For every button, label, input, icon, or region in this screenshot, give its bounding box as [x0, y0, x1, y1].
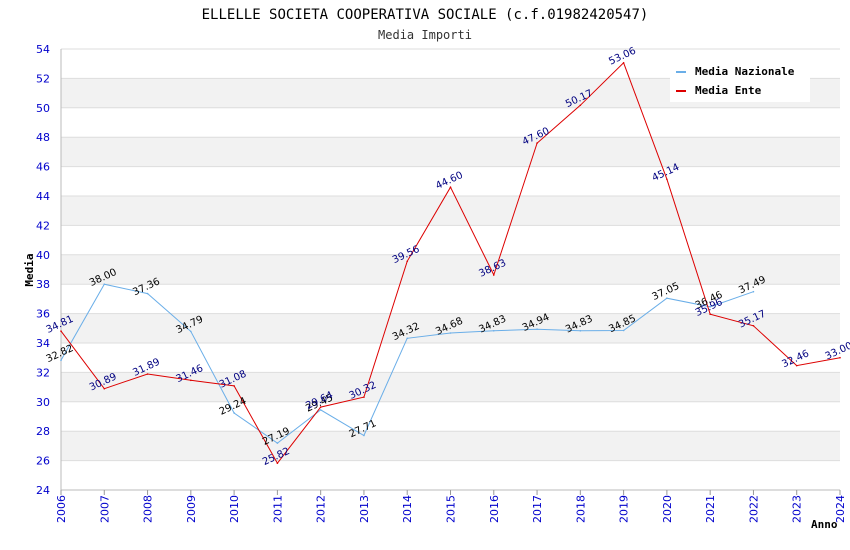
data-point: [839, 356, 841, 359]
data-point: [666, 178, 668, 181]
x-tick-label: 2007: [98, 495, 111, 523]
x-tick-label: 2010: [228, 495, 241, 523]
y-tick-labels: 24 26 28 30 32 34 36 38 40 42 44 46 48 50 52 54: [36, 43, 50, 497]
x-tick-label: 2012: [315, 495, 328, 523]
y-tick-label: 44: [36, 190, 50, 203]
data-point: [666, 297, 668, 299]
data-point: [622, 62, 625, 64]
x-tick-labels: 2006 2007 2008 2009 2010 2011 2012 2013 2014 2015…: [55, 495, 847, 523]
grid-band: [61, 431, 840, 461]
data-point: [709, 306, 711, 308]
data-point: [795, 364, 798, 367]
x-tick-label: 2011: [271, 495, 284, 523]
data-point: [752, 290, 755, 293]
x-tick-label: 2006: [55, 495, 68, 523]
y-tick-label: 50: [36, 102, 50, 115]
x-tick-label: 2013: [358, 495, 371, 523]
y-tick-label: 36: [36, 308, 50, 321]
x-tick-label: 2024: [834, 495, 847, 523]
data-point: [146, 373, 149, 375]
axes: [60, 49, 841, 495]
data-label: 32.46: [780, 348, 811, 370]
chart-title: ELLELLE SOCIETA COOPERATIVA SOCIALE (c.f…: [202, 7, 649, 23]
data-point: [406, 337, 409, 340]
x-tick-label: 2022: [747, 495, 760, 523]
grid-band: [61, 137, 840, 167]
y-tick-label: 46: [36, 161, 50, 174]
grid-band: [61, 254, 840, 285]
legend-label-media-nazionale: Media Nazionale: [695, 65, 795, 78]
y-tick-label: 30: [36, 396, 50, 409]
data-point: [492, 329, 495, 332]
y-tick-label: 48: [36, 131, 50, 144]
data-point: [622, 329, 625, 332]
data-point: [752, 325, 755, 327]
data-point: [709, 313, 711, 315]
x-tick-label: 2015: [445, 495, 458, 523]
x-axis-label: Anno: [811, 518, 838, 531]
y-axis-label: Media: [23, 253, 36, 286]
data-point: [319, 406, 322, 408]
data-point: [579, 104, 582, 107]
data-point: [363, 396, 365, 398]
x-tick-label: 2023: [791, 495, 804, 523]
data-point: [319, 409, 322, 411]
x-tick-label: 2021: [704, 495, 717, 523]
y-tick-label: 24: [36, 484, 50, 497]
data-point: [60, 359, 62, 362]
y-tick-label: 28: [36, 425, 50, 438]
grid-band: [61, 372, 840, 402]
data-point: [406, 260, 409, 263]
data-label: 33.00: [824, 340, 850, 362]
y-tick-label: 34: [36, 337, 50, 350]
data-point: [233, 412, 235, 414]
y-tick-label: 52: [36, 72, 50, 85]
series-line-media-nazionale: [60, 283, 754, 444]
plot-background-bands: [61, 78, 840, 461]
y-tick-label: 38: [36, 278, 50, 291]
chart-subtitle: Media Importi: [378, 28, 472, 42]
data-point: [103, 387, 106, 390]
y-tick-label: 32: [36, 366, 50, 379]
y-tick-label: 26: [36, 455, 50, 468]
data-point: [363, 434, 365, 437]
data-point: [276, 442, 279, 444]
data-point: [190, 379, 192, 382]
data-point: [449, 332, 452, 334]
x-tick-label: 2014: [401, 495, 414, 523]
data-point: [276, 462, 279, 465]
x-tick-label: 2019: [618, 495, 631, 523]
legend-label-media-ente: Media Ente: [695, 84, 762, 97]
data-point: [536, 142, 538, 144]
data-point: [536, 328, 538, 330]
gridlines: [61, 48, 840, 491]
series-lines: [60, 61, 841, 465]
data-point: [449, 186, 452, 188]
x-tick-label: 2018: [574, 495, 587, 523]
data-point: [233, 385, 235, 387]
data-point: [579, 329, 582, 332]
x-tick-label: 2017: [531, 495, 544, 523]
legend-box: [670, 62, 810, 102]
x-tick-label: 2009: [185, 495, 198, 523]
data-point: [492, 274, 495, 276]
x-tick-label: 2008: [142, 495, 155, 523]
data-point: [60, 330, 62, 332]
grid-band: [61, 313, 840, 343]
y-tick-label: 54: [36, 43, 50, 56]
y-tick-label: 42: [36, 219, 50, 232]
grid-band: [61, 196, 840, 226]
y-tick-label: 40: [36, 249, 50, 262]
data-point: [146, 292, 149, 295]
x-tick-label: 2020: [661, 495, 674, 523]
data-point: [103, 283, 106, 286]
data-point: [190, 330, 192, 333]
legend: Media Nazionale Media Ente: [670, 62, 810, 102]
x-tick-label: 2016: [488, 495, 501, 523]
